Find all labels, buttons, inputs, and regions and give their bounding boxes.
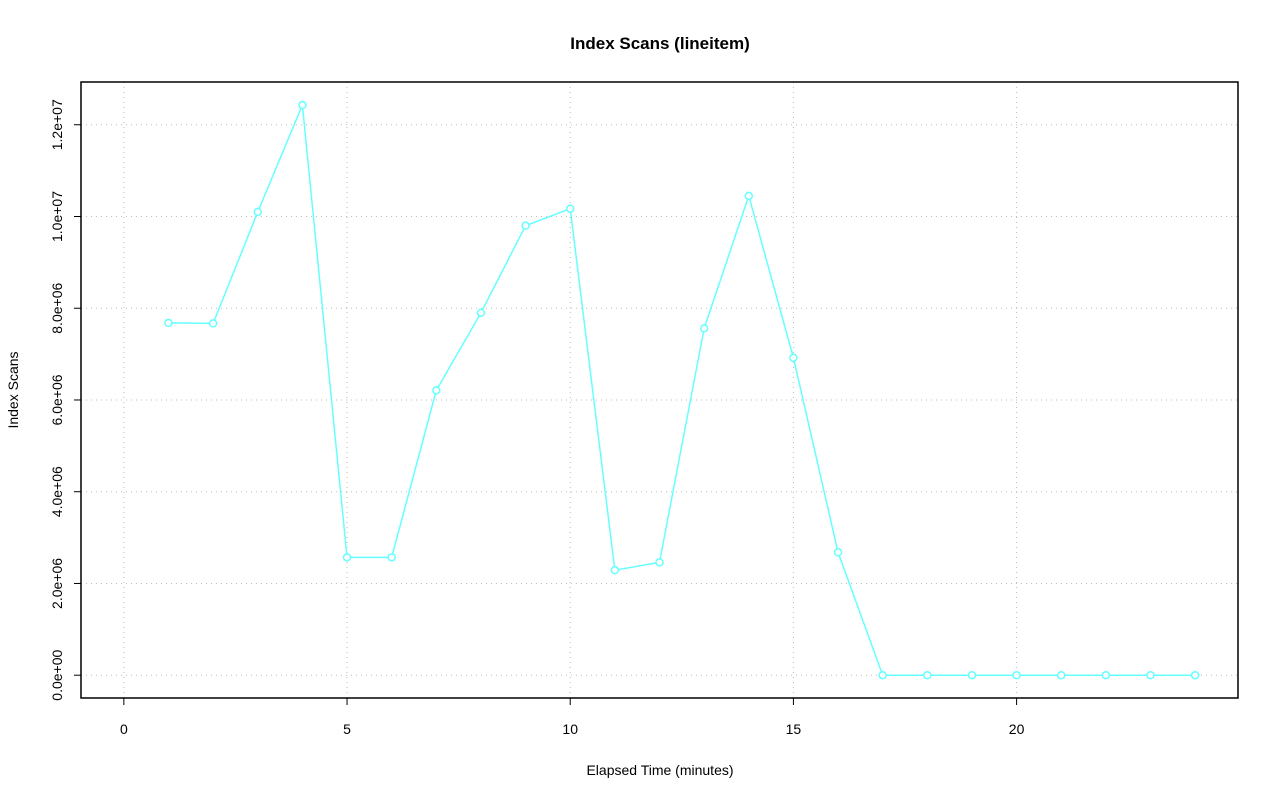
data-point (967, 670, 977, 680)
x-axis-label: Elapsed Time (minutes) (586, 762, 733, 778)
data-point (565, 204, 575, 213)
data-point (521, 221, 530, 230)
x-tick-label: 10 (562, 721, 578, 737)
x-tick-label: 5 (343, 721, 351, 737)
data-point (610, 565, 620, 575)
data-point (699, 324, 709, 333)
x-tick-label: 15 (786, 721, 802, 737)
x-tick-label: 0 (120, 721, 128, 737)
y-tick-label: 1.2e+07 (49, 99, 65, 150)
y-tick-label: 1.0e+07 (49, 191, 65, 242)
data-point (298, 100, 307, 110)
chart-title: Index Scans (lineitem) (570, 34, 750, 53)
y-tick-label: 8.0e+06 (49, 283, 65, 334)
data-point (1012, 670, 1021, 680)
data-point (923, 670, 932, 680)
data-point (744, 191, 754, 201)
data-point (208, 319, 218, 328)
y-tick-label: 2.0e+06 (49, 558, 65, 609)
x-tick-label: 20 (1009, 721, 1025, 737)
data-point (432, 386, 441, 395)
y-tick-label: 0.0e+00 (49, 649, 65, 700)
data-point (655, 558, 664, 567)
data-point (342, 553, 352, 562)
data-point (1056, 670, 1066, 680)
data-point (476, 308, 486, 318)
data-point (833, 548, 843, 557)
y-tick-label: 6.0e+06 (49, 374, 65, 425)
data-point (1190, 670, 1200, 680)
data-point (164, 318, 173, 328)
data-point (1101, 670, 1111, 680)
data-point (878, 670, 887, 680)
data-point (789, 353, 798, 363)
y-axis-label: Index Scans (5, 351, 21, 428)
data-point (1146, 670, 1155, 680)
data-point (253, 207, 263, 217)
data-point (387, 553, 396, 562)
plot-frame (80, 81, 1239, 699)
y-tick-label: 4.0e+06 (49, 466, 65, 517)
data-line (168, 104, 1196, 676)
